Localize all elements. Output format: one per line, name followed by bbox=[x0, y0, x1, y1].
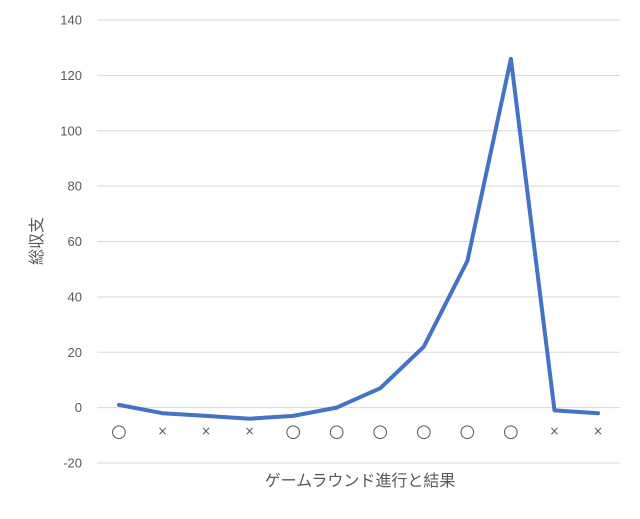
result-win-label: ○ bbox=[285, 421, 301, 442]
result-loss-label: × bbox=[593, 424, 603, 438]
y-tick-label: 120 bbox=[60, 68, 82, 83]
series-line bbox=[117, 56, 600, 421]
x-axis-category-labels: ○ × × × ○ ○ ○ ○ ○ ○ × × bbox=[111, 421, 603, 442]
y-tick-label: 0 bbox=[75, 400, 82, 415]
y-tick-label: 100 bbox=[60, 123, 82, 138]
y-tick-label: 20 bbox=[68, 345, 82, 360]
y-tick-label: 40 bbox=[68, 289, 82, 304]
result-loss-label: × bbox=[245, 424, 255, 438]
result-loss-label: × bbox=[201, 424, 211, 438]
result-loss-label: × bbox=[549, 424, 559, 438]
y-tick-label: 80 bbox=[68, 179, 82, 194]
result-win-label: ○ bbox=[111, 421, 127, 442]
result-win-label: ○ bbox=[416, 421, 432, 442]
y-tick-label: 140 bbox=[60, 13, 82, 28]
result-loss-label: × bbox=[158, 424, 168, 438]
result-win-label: ○ bbox=[460, 421, 476, 442]
series-layer bbox=[117, 56, 600, 421]
result-win-label: ○ bbox=[503, 421, 519, 442]
y-axis-tick-labels: -20 0 20 40 60 80 100 120 140 bbox=[60, 13, 82, 471]
result-win-label: ○ bbox=[329, 421, 345, 442]
gridlines bbox=[97, 19, 620, 464]
y-axis-title: 総収支 bbox=[27, 217, 46, 265]
y-tick-label: -20 bbox=[63, 456, 82, 471]
x-axis-title: ゲームラウンド進行と結果 bbox=[265, 471, 456, 490]
y-tick-label: 60 bbox=[68, 234, 82, 249]
result-win-label: ○ bbox=[372, 421, 388, 442]
